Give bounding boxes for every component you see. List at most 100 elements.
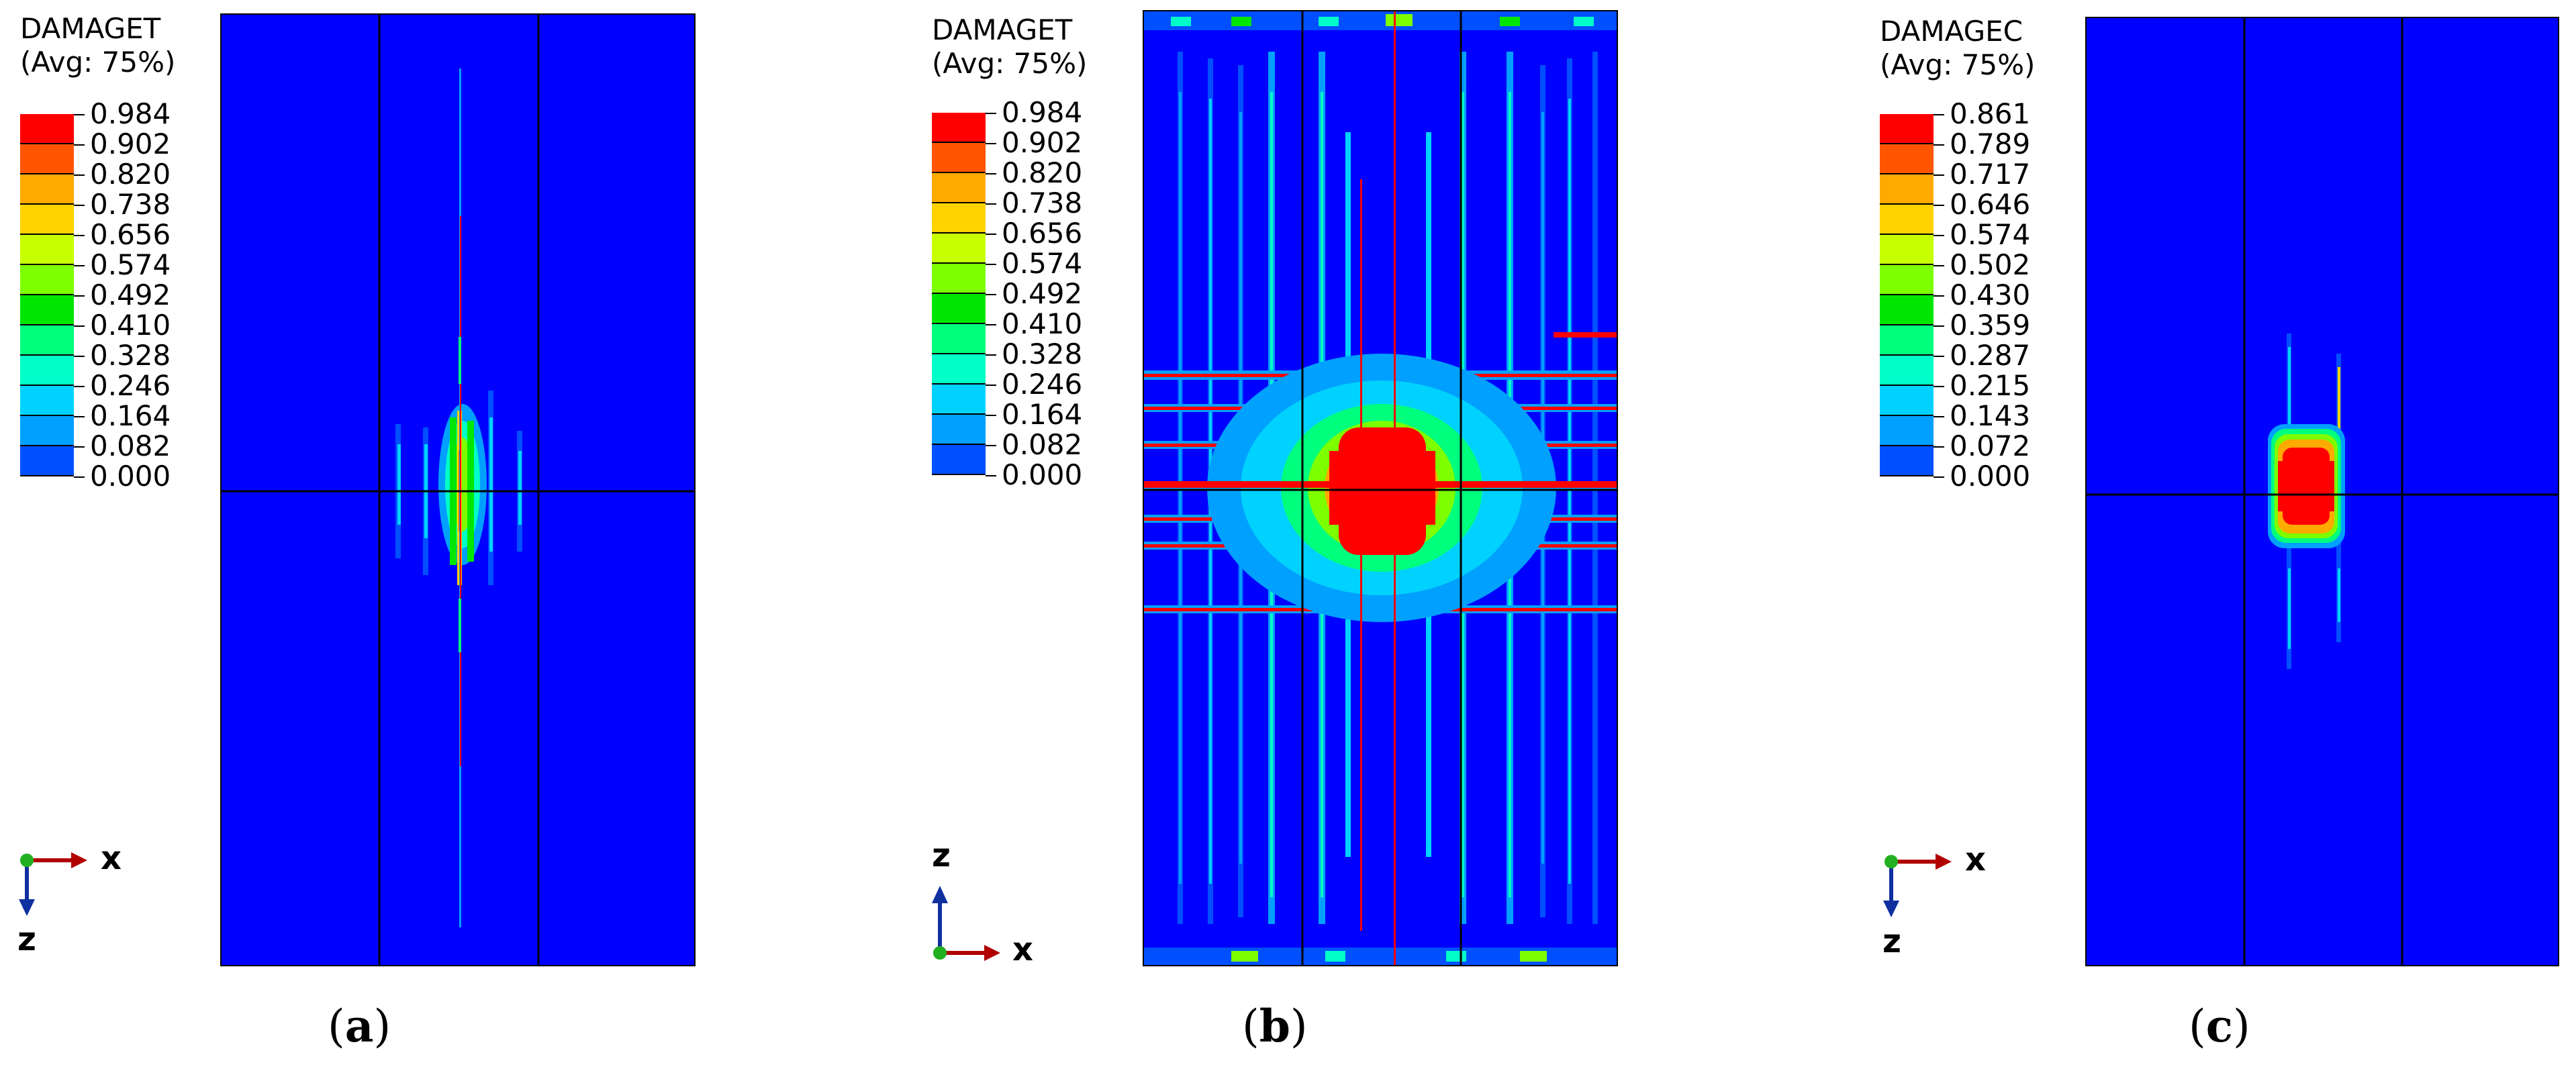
legend-tick-label: 0.738 [1002,187,1083,219]
legend-tick-mark [1934,144,1944,146]
legend-tick-mark [986,415,996,416]
legend-tick-mark [1934,174,1944,176]
legend-swatch [932,354,986,385]
axis-triad: z x [920,832,1054,973]
legend-variable: DAMAGET [932,13,1073,46]
legend-tick-mark [986,385,996,386]
legend-tick-mark [74,265,85,266]
axis-triad: x z [1874,832,2009,966]
legend-swatch [932,143,986,173]
legend-tick-mark [1934,356,1944,357]
legend-swatch [1880,144,1934,174]
legend-tick-mark [74,446,85,448]
legend-swatch [1880,205,1934,235]
legend-tick-mark [74,114,85,115]
damage-contour-plot [1143,10,1618,966]
damage-contour-svg [2087,18,2558,965]
panel-a: DAMAGET (Avg: 75%) 0.984 0.902 0.820 0.738 0… [0,0,738,1069]
z-axis-label: z [17,921,36,958]
axis-triad: x z [13,832,148,966]
legend-tick-mark [1934,205,1944,206]
legend-title: DAMAGEC (Avg: 75%) [1880,15,2035,82]
legend-tick-label: 0.410 [1002,307,1083,340]
legend-tick-label: 0.789 [1950,128,2031,160]
legend-swatch [1880,386,1934,416]
legend-swatch [1880,446,1934,476]
caption-letter: a [344,1000,374,1052]
legend-swatch [932,113,986,143]
legend-swatch [20,174,74,205]
legend-tick-label: 0.902 [90,128,171,160]
legend-swatch [20,205,74,235]
legend-tick-label: 0.984 [1002,96,1083,129]
legend-variable: DAMAGEC [1880,15,2023,48]
legend-tick-mark [986,234,996,235]
legend-tick-label: 0.861 [1950,97,2031,130]
legend-swatch [932,234,986,264]
legend-tick-mark [986,264,996,265]
legend-tick-mark [74,386,85,387]
legend-tick-mark [986,203,996,205]
legend-averaging: (Avg: 75%) [1880,48,2036,81]
legend-tick-label: 0.502 [1950,248,2031,281]
legend-swatch [1880,356,1934,386]
damage-contour-plot [2085,17,2559,966]
z-axis-label: z [932,837,951,874]
legend-tick-label: 0.656 [1002,217,1083,250]
caption-close-paren: ) [1290,1001,1308,1052]
legend-tick-label: 0.000 [90,460,171,493]
color-legend: 0.984 0.902 0.820 0.738 0.656 0.574 0.492 0.410… [20,99,195,493]
legend-swatch [932,203,986,234]
legend-tick-label: 0.246 [90,369,171,402]
legend-averaging: (Avg: 75%) [20,46,176,79]
legend-swatch [20,356,74,386]
legend-tick-label: 0.328 [1002,338,1083,370]
edge-damage [1144,11,1617,965]
color-legend: 0.861 0.789 0.717 0.646 0.574 0.502 0.430 0.359… [1880,99,2054,491]
legend-tick-mark [74,325,85,327]
color-legend: 0.984 0.902 0.820 0.738 0.656 0.574 0.492 0.410… [932,98,1106,491]
triad-arrows [19,852,87,916]
legend-tick-label: 0.328 [90,339,171,372]
legend-tick-mark [986,354,996,356]
legend-swatch [1880,114,1934,144]
legend-tick-mark [74,295,85,297]
legend-swatch [1880,174,1934,205]
legend-tick-mark [1934,114,1944,115]
legend-tick-label: 0.000 [1002,458,1083,491]
legend-tick-mark [1934,235,1944,236]
legend-tick-mark [986,173,996,174]
legend-tick-mark [1934,295,1944,297]
legend-swatch [20,325,74,356]
legend-tick-label: 0.072 [1950,429,2031,462]
legend-tick-mark [986,143,996,144]
central-damage-zone [2268,424,2345,548]
caption-c: (c) [2189,1000,2250,1052]
damage-contour-svg [222,15,694,965]
legend-tick-label: 0.574 [90,248,171,281]
legend-tick-label: 0.143 [1950,399,2031,432]
legend-swatch [20,416,74,446]
legend-swatch [932,264,986,294]
caption-open-paren: ( [328,1001,345,1052]
legend-tick-label: 0.820 [1002,156,1083,189]
central-damage-zone [1144,354,1617,622]
legend-tick-mark [986,294,996,295]
legend-tick-mark [74,476,85,478]
x-axis-label: x [1965,841,1986,878]
legend-title: DAMAGET (Avg: 75%) [932,13,1087,81]
z-axis-label: z [1882,923,1901,960]
legend-tick-mark [1934,416,1944,417]
legend-tick-mark [986,445,996,446]
legend-tick-label: 0.082 [1002,428,1083,461]
legend-swatch [20,114,74,144]
vertical-cracks [1360,11,1396,965]
caption-letter: b [1259,1000,1290,1052]
legend-swatch [1880,325,1934,356]
legend-tick-mark [74,174,85,176]
legend-tick-mark [74,356,85,357]
caption-letter: c [2205,1000,2233,1052]
legend-swatch [20,265,74,295]
legend-tick-mark [74,235,85,236]
legend-swatch [1880,295,1934,325]
